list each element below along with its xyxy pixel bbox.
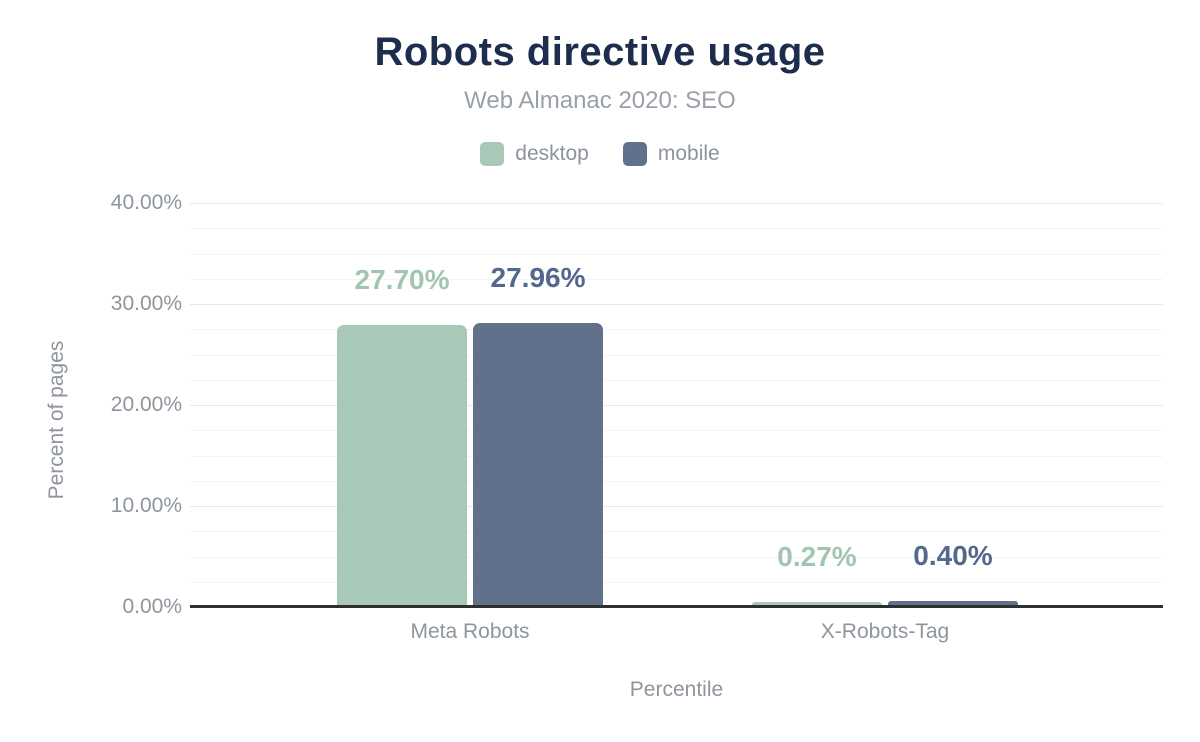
major-gridline xyxy=(190,304,1163,305)
minor-gridline xyxy=(190,279,1163,280)
bar-value-label: 0.40% xyxy=(913,540,993,571)
y-axis-title: Percent of pages xyxy=(45,340,68,500)
major-gridline xyxy=(190,203,1163,204)
legend: desktop mobile xyxy=(0,142,1200,166)
bar-value-label: 27.96% xyxy=(490,262,586,293)
minor-gridline xyxy=(190,531,1163,532)
minor-gridline xyxy=(190,481,1163,482)
bar-value-label: 0.27% xyxy=(777,541,857,572)
legend-label-desktop: desktop xyxy=(515,142,589,165)
chart-title: Robots directive usage xyxy=(374,30,826,74)
bar-mobile-0[interactable] xyxy=(473,323,603,605)
minor-gridline xyxy=(190,355,1163,356)
y-tick-label: 20.00% xyxy=(110,393,182,416)
minor-gridline xyxy=(190,557,1163,558)
legend-swatch-mobile xyxy=(622,142,647,166)
x-axis-title: Percentile xyxy=(629,678,724,701)
minor-gridline xyxy=(190,254,1163,255)
major-gridline xyxy=(190,405,1163,406)
minor-gridline xyxy=(190,582,1163,583)
x-axis-line xyxy=(190,605,1163,608)
minor-gridline xyxy=(190,228,1163,229)
y-tick-label: 0.00% xyxy=(122,595,182,618)
legend-swatch-desktop xyxy=(480,142,505,166)
major-gridline xyxy=(190,506,1163,507)
bar-desktop-1[interactable] xyxy=(752,602,882,605)
bar-desktop-0[interactable] xyxy=(337,325,467,605)
minor-gridline xyxy=(190,380,1163,381)
y-tick-label: 30.00% xyxy=(110,292,182,315)
minor-gridline xyxy=(190,456,1163,457)
x-tick-label: X-Robots-Tag xyxy=(820,620,950,643)
bar-mobile-1[interactable] xyxy=(888,601,1018,605)
minor-gridline xyxy=(190,430,1163,431)
legend-item-mobile: mobile xyxy=(622,142,720,166)
legend-label-mobile: mobile xyxy=(657,142,720,165)
legend-item-desktop: desktop xyxy=(480,142,589,166)
bar-value-label: 27.70% xyxy=(354,264,450,295)
x-tick-label: Meta Robots xyxy=(410,620,530,643)
y-tick-label: 40.00% xyxy=(110,191,182,214)
minor-gridline xyxy=(190,329,1163,330)
y-tick-label: 10.00% xyxy=(110,494,182,517)
chart-subtitle: Web Almanac 2020: SEO xyxy=(464,87,736,114)
